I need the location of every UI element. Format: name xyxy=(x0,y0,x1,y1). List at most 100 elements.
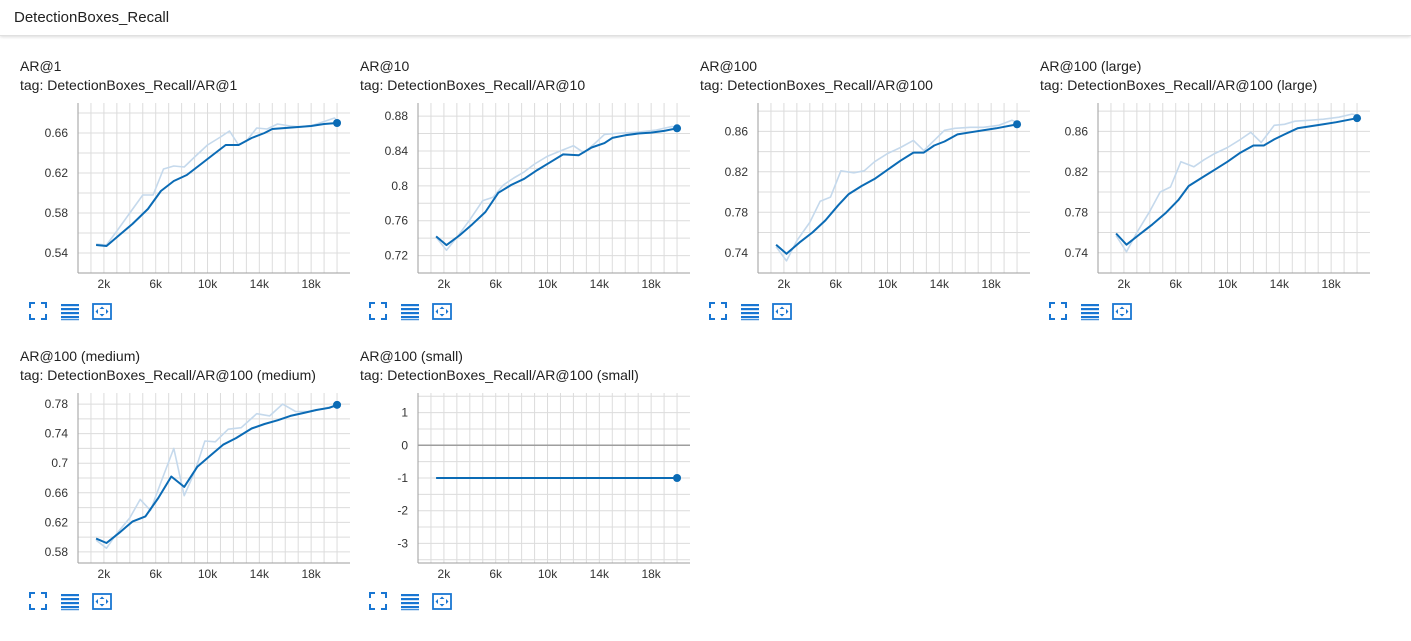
x-tick-label: 18k xyxy=(981,277,1001,291)
x-tick-label: 14k xyxy=(930,277,950,291)
y-tick-label: 0.8 xyxy=(391,179,408,193)
y-tick-label: -3 xyxy=(397,536,408,550)
chart-title: AR@1 xyxy=(20,58,62,74)
toggle-log-scale-icon[interactable] xyxy=(398,299,422,323)
smoothed-series-line xyxy=(1115,117,1358,246)
chart-title: AR@100 (large) xyxy=(1040,58,1142,74)
line-chart[interactable]: 2k 6k 10k 14k 18k 1 0 -1 -2 -3 xyxy=(360,381,700,581)
y-tick-label: 0.86 xyxy=(1065,124,1089,138)
chart-card: AR@100 (large) tag: DetectionBoxes_Recall… xyxy=(1040,57,1380,347)
x-tick-label: 6k xyxy=(489,277,503,291)
line-chart[interactable]: 2k 6k 10k 14k 18k 0.58 0.62 0.66 0.7 0.74 0.78 xyxy=(20,381,360,581)
fullscreen-icon[interactable] xyxy=(26,299,50,323)
x-tick-label: 10k xyxy=(198,277,218,291)
y-tick-label: 0.7 xyxy=(51,456,68,470)
y-tick-label: 0.78 xyxy=(725,205,749,219)
toggle-log-scale-icon[interactable] xyxy=(398,589,422,613)
chart-tag: tag: DetectionBoxes_Recall/AR@100 (large… xyxy=(1040,77,1318,93)
fit-domain-icon[interactable] xyxy=(430,589,454,613)
raw-series-line xyxy=(95,403,337,549)
x-tick-label: 6k xyxy=(149,567,163,581)
section-title: DetectionBoxes_Recall xyxy=(14,9,170,26)
chart-tag: tag: DetectionBoxes_Recall/AR@100 xyxy=(700,77,933,93)
series-end-point xyxy=(673,124,682,133)
raw-series-line xyxy=(775,119,1018,262)
chart-toolbar xyxy=(1046,299,1142,323)
section-header: DetectionBoxes_Recall xyxy=(0,0,1411,36)
line-chart[interactable]: 2k 6k 10k 14k 18k 0.72 0.76 0.8 0.84 0.88 xyxy=(360,91,700,291)
y-tick-label: 0 xyxy=(401,438,408,452)
x-tick-label: 14k xyxy=(590,277,610,291)
fit-domain-icon[interactable] xyxy=(90,589,114,613)
chart-title: AR@100 xyxy=(700,58,758,74)
x-tick-label: 2k xyxy=(778,277,792,291)
x-tick-label: 6k xyxy=(1169,277,1183,291)
fit-domain-icon[interactable] xyxy=(1110,299,1134,323)
line-chart[interactable]: 2k 6k 10k 14k 18k 0.74 0.78 0.82 0.86 xyxy=(700,91,1040,291)
x-tick-label: 10k xyxy=(538,277,558,291)
x-tick-label: 2k xyxy=(1118,277,1132,291)
x-tick-label: 14k xyxy=(250,277,270,291)
fit-domain-icon[interactable] xyxy=(770,299,794,323)
toggle-log-scale-icon[interactable] xyxy=(58,589,82,613)
line-chart[interactable]: 2k 6k 10k 14k 18k 0.74 0.78 0.82 0.86 xyxy=(1040,91,1380,291)
chart-tag: tag: DetectionBoxes_Recall/AR@1 xyxy=(20,77,238,93)
y-tick-label: 0.72 xyxy=(385,249,409,263)
y-tick-label: 0.66 xyxy=(45,486,69,500)
chart-card: AR@100 tag: DetectionBoxes_Recall/AR@100 2… xyxy=(700,57,1040,347)
smoothed-series-line xyxy=(435,127,678,247)
smoothed-series-line xyxy=(96,122,338,247)
line-chart[interactable]: 2k 6k 10k 14k 18k 0.54 0.58 0.62 0.66 xyxy=(20,91,360,291)
raw-series-line xyxy=(435,125,678,252)
y-tick-label: 0.58 xyxy=(45,545,69,559)
raw-series-line xyxy=(1115,113,1358,253)
fit-domain-icon[interactable] xyxy=(90,299,114,323)
y-tick-label: 1 xyxy=(401,406,408,420)
x-tick-label: 6k xyxy=(489,567,503,581)
chart-tag: tag: DetectionBoxes_Recall/AR@10 xyxy=(360,77,586,93)
x-tick-label: 18k xyxy=(301,277,321,291)
y-tick-label: 0.54 xyxy=(45,246,69,260)
y-tick-label: 0.62 xyxy=(45,166,69,180)
series-end-point xyxy=(1013,120,1022,129)
y-tick-label: 0.86 xyxy=(725,124,749,138)
y-tick-label: 0.78 xyxy=(1065,205,1089,219)
chart-card: AR@100 (small) tag: DetectionBoxes_Recall… xyxy=(360,347,700,637)
smoothed-series-line xyxy=(775,123,1018,255)
chart-tag: tag: DetectionBoxes_Recall/AR@100 (small… xyxy=(360,367,639,383)
y-tick-label: -1 xyxy=(397,471,408,485)
x-tick-label: 2k xyxy=(98,277,112,291)
chart-toolbar xyxy=(26,589,122,613)
smoothed-series-line xyxy=(95,403,338,544)
x-tick-label: 14k xyxy=(590,567,610,581)
chart-card: AR@10 tag: DetectionBoxes_Recall/AR@10 2k 6… xyxy=(360,57,700,347)
y-tick-label: 0.78 xyxy=(45,397,69,411)
x-tick-label: 18k xyxy=(641,567,661,581)
y-tick-label: 0.88 xyxy=(385,109,409,123)
x-tick-label: 2k xyxy=(438,277,452,291)
x-tick-label: 10k xyxy=(1218,277,1238,291)
chart-card: AR@100 (medium) tag: DetectionBoxes_Recal… xyxy=(20,347,360,637)
x-tick-label: 2k xyxy=(438,567,452,581)
fullscreen-icon[interactable] xyxy=(366,299,390,323)
x-tick-label: 6k xyxy=(829,277,843,291)
y-tick-label: -2 xyxy=(397,504,408,518)
y-tick-label: 0.66 xyxy=(45,126,69,140)
y-tick-label: 0.74 xyxy=(725,246,749,260)
chart-tag: tag: DetectionBoxes_Recall/AR@100 (mediu… xyxy=(20,367,316,383)
fullscreen-icon[interactable] xyxy=(706,299,730,323)
x-tick-label: 2k xyxy=(98,567,112,581)
x-tick-label: 18k xyxy=(301,567,321,581)
y-tick-label: 0.84 xyxy=(385,144,409,158)
fullscreen-icon[interactable] xyxy=(366,589,390,613)
toggle-log-scale-icon[interactable] xyxy=(1078,299,1102,323)
series-end-point xyxy=(333,400,342,409)
fullscreen-icon[interactable] xyxy=(26,589,50,613)
toggle-log-scale-icon[interactable] xyxy=(738,299,762,323)
y-tick-label: 0.74 xyxy=(1065,246,1089,260)
toggle-log-scale-icon[interactable] xyxy=(58,299,82,323)
fullscreen-icon[interactable] xyxy=(1046,299,1070,323)
y-tick-label: 0.74 xyxy=(45,427,69,441)
x-tick-label: 14k xyxy=(1270,277,1290,291)
fit-domain-icon[interactable] xyxy=(430,299,454,323)
